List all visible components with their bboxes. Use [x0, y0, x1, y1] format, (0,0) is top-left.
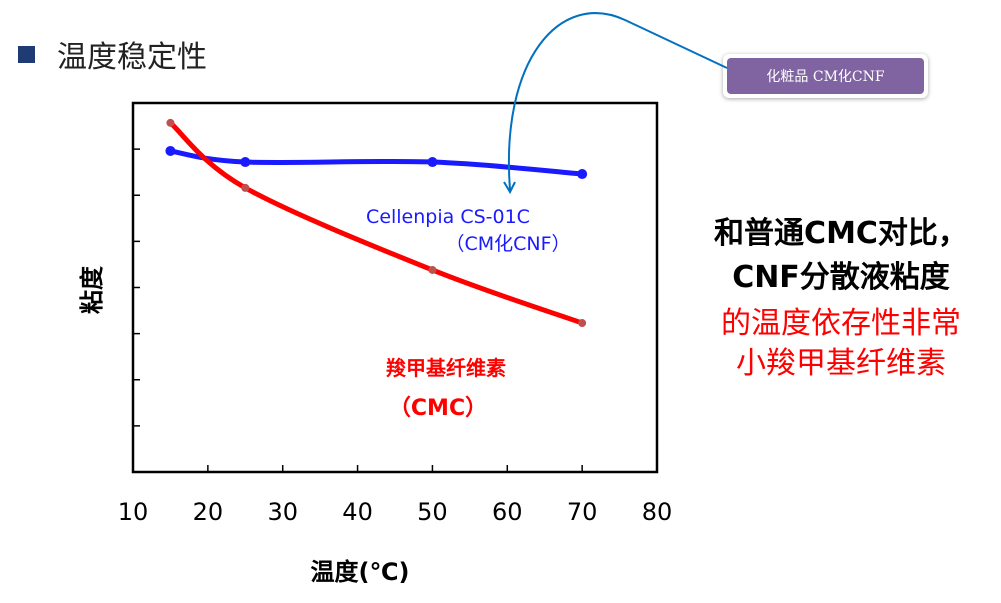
series-line-0	[167, 148, 585, 177]
legend-blue-name: Cellenpia CS-01C	[366, 206, 530, 228]
data-point	[428, 265, 437, 274]
y-axis-label: 粘度	[78, 265, 106, 314]
x-tick-label: 30	[267, 498, 298, 526]
note-line-3: 的温度依存性非常	[721, 306, 961, 341]
data-point	[241, 183, 250, 192]
callout-label: 化粧品 CM化CNF	[727, 58, 924, 94]
x-axis-label: 温度(℃)	[311, 558, 410, 586]
arrow-head-icon	[503, 181, 516, 195]
callout-arrow	[507, 12, 728, 191]
note-line-4: 小羧甲基纤维素	[736, 346, 946, 381]
x-tick-label: 60	[492, 498, 523, 526]
x-tick-label: 70	[567, 498, 598, 526]
legend-red-name: 羧甲基纤维素	[386, 356, 506, 380]
data-point	[577, 169, 588, 180]
note-line-2: CNF分散液粘度	[732, 260, 950, 295]
data-point	[166, 118, 175, 127]
legend-blue-name2: （CM化CNF）	[445, 233, 570, 255]
x-tick-label: 50	[417, 498, 448, 526]
slide-title: 温度稳定性	[18, 32, 207, 76]
data-point	[578, 319, 587, 328]
legend-red-name2: （CMC）	[389, 396, 487, 421]
title-text: 温度稳定性	[57, 40, 207, 75]
note-line-1: 和普通CMC对比，	[714, 216, 968, 251]
x-tick-label: 10	[118, 498, 149, 526]
callout-box: 化粧品 CM化CNF	[723, 54, 928, 98]
series-line-1	[167, 120, 585, 326]
x-tick-label: 80	[642, 498, 673, 526]
x-tick-label: 20	[193, 498, 224, 526]
data-point	[240, 157, 251, 168]
bullet-square-icon	[18, 45, 35, 63]
data-point	[427, 157, 438, 168]
data-point	[165, 145, 176, 156]
x-tick-label: 40	[342, 498, 373, 526]
